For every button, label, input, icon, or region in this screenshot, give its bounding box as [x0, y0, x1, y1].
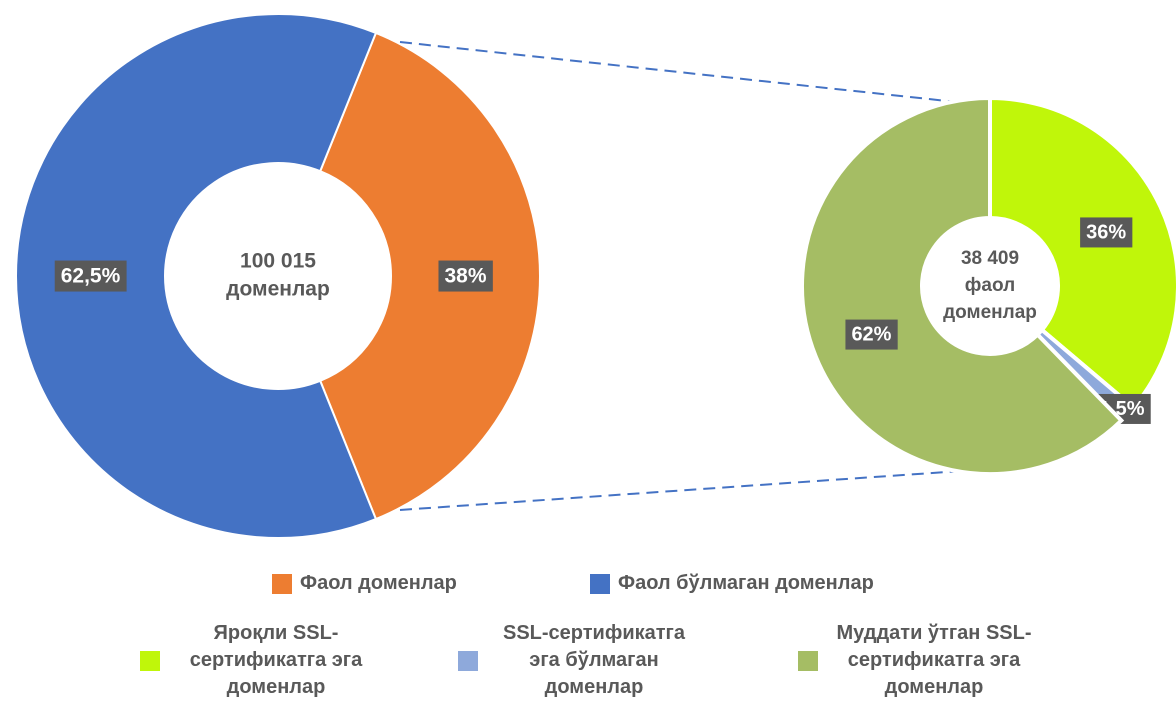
- data-label-box: [54, 260, 127, 292]
- data-label-box: [845, 319, 898, 350]
- center-label: 100 015: [240, 250, 316, 273]
- legend-label: Яроқли SSL-сертификатга эга доменлар: [189, 622, 363, 698]
- connector-line: [399, 41, 976, 105]
- data-label: 62,5%: [54, 260, 127, 292]
- legend-item: Фаол бўлмаган доменлар: [590, 570, 874, 597]
- center-label: доменлар: [943, 302, 1037, 323]
- center-label: 38 409: [961, 248, 1019, 269]
- legend-label: Фаол бўлмаган доменлар: [618, 572, 874, 594]
- data-label-text: 38%: [444, 265, 486, 288]
- legend-swatch: [798, 650, 818, 671]
- donut-slice: [15, 13, 378, 539]
- data-label-box: [1080, 217, 1133, 248]
- data-label-text: 62%: [851, 324, 891, 346]
- center-label: фаол: [965, 275, 1015, 296]
- legend-swatch: [140, 650, 160, 671]
- legend-label: Фаол доменлар: [300, 572, 457, 594]
- legend-item: Муддати ўтган SSL-сертификатга эга домен…: [798, 620, 1034, 701]
- center-label: доменлар: [226, 278, 330, 301]
- legend-label: Муддати ўтган SSL-сертификатга эга домен…: [836, 622, 1032, 698]
- data-label: 38%: [438, 260, 493, 292]
- data-label-text: 62,5%: [61, 265, 121, 288]
- legend-item: Яроқли SSL-сертификатга эга доменлар: [140, 620, 376, 701]
- data-label-text: 36%: [1086, 221, 1126, 243]
- legend-swatch: [272, 573, 292, 594]
- legend-label: SSL-сертификатга эга бўлмаган доменлар: [502, 622, 686, 698]
- legend-swatch: [458, 650, 478, 671]
- legend-item: SSL-сертификатга эга бўлмаган доменлар: [458, 620, 694, 701]
- data-label: 36%: [1080, 217, 1133, 248]
- data-label: 62%: [845, 319, 898, 350]
- connector-line: [399, 469, 976, 511]
- donut-slice: [800, 95, 1125, 476]
- legend-swatch: [590, 573, 610, 594]
- donut-slice: [988, 95, 1176, 411]
- legend-item: Фаол доменлар: [272, 570, 457, 597]
- donut-slice: [318, 31, 541, 521]
- data-label-box: [438, 260, 493, 292]
